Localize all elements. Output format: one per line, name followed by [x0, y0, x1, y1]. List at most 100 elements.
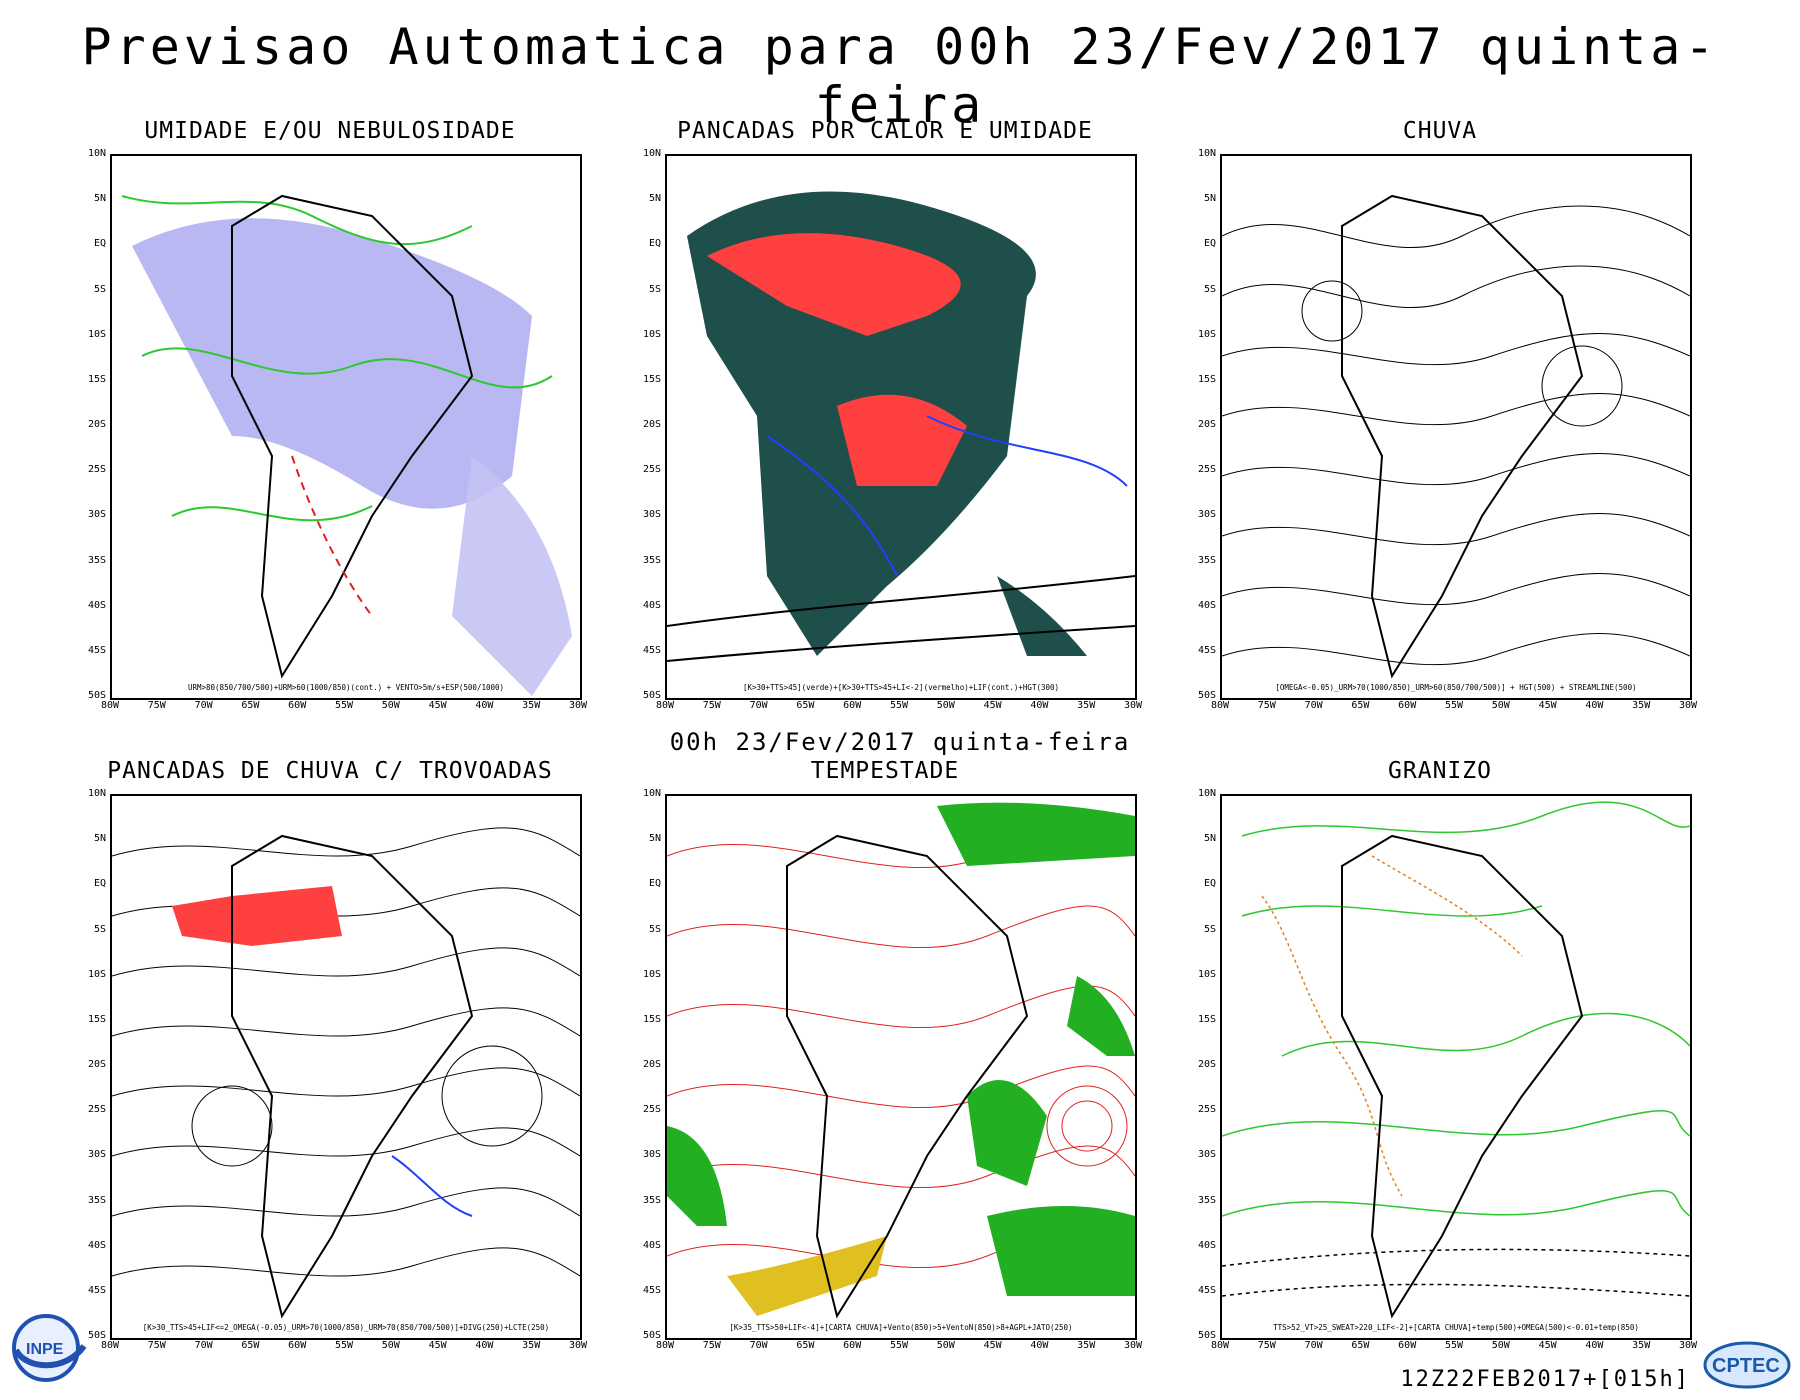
map-layers [121, 194, 572, 696]
lat-tick-label: 10S [1197, 328, 1216, 340]
lon-tick-label: 60W [288, 1340, 307, 1351]
panel-title: PANCADAS POR CALOR E UMIDADE [677, 118, 1093, 144]
lat-tick-label: 15S [642, 1013, 661, 1025]
lon-tick-label: 80W [100, 1340, 120, 1351]
lat-tick-label: 45S [642, 644, 661, 656]
lon-tick-label: 80W [1210, 1340, 1230, 1351]
lon-tick-label: 55W [334, 700, 354, 711]
lon-tick-label: 40W [1585, 1340, 1604, 1351]
lat-tick-label: 15S [87, 1013, 106, 1025]
lon-tick-label: 60W [843, 700, 862, 711]
lon-tick-label: 65W [241, 700, 260, 711]
map-caption: [K>30+TTS>45](verde)+[K>30+TTS>45+LI<-2]… [742, 683, 1060, 692]
lat-tick-label: 15S [642, 373, 661, 385]
lat-tick-label: 45S [642, 1284, 661, 1296]
lon-tick-label: 65W [796, 1340, 815, 1351]
lon-tick-label: 45W [983, 1340, 1002, 1351]
lat-tick-label: 40S [1197, 599, 1216, 611]
lon-tick-label: 50W [1491, 700, 1510, 711]
map-rain[interactable]: [OMEGA<-0.05)_URM>70(1000/850)_URM>60(85… [1220, 154, 1692, 700]
lat-tick-label: 5S [1203, 923, 1216, 935]
lat-tick-label: 40S [87, 599, 106, 611]
panel-hail: GRANIZO TTS>52_VT>25_SWEAT>220_LIF<-2]+[… [1170, 758, 1710, 1358]
lon-tick-label: 70W [749, 1340, 768, 1351]
lon-tick-label: 40W [1030, 1340, 1049, 1351]
lon-tick-label: 45W [428, 1340, 447, 1351]
lon-tick-label: 30W [1678, 1340, 1698, 1351]
lat-tick-label: 30S [1197, 509, 1216, 521]
lat-tick-label: 45S [1197, 1284, 1216, 1296]
lon-tick-label: 65W [1351, 700, 1370, 711]
lat-tick-label: 50S [87, 690, 106, 701]
lat-tick-label: EQ [648, 238, 661, 250]
main-title: Previsao Automatica para 00h 23/Fev/2017… [81, 18, 1719, 134]
lat-tick-label: 5N [648, 193, 661, 205]
panel-convective-heat: PANCADAS POR CALOR E UMIDADE [K>30+TTS>4… [615, 118, 1155, 718]
map-humidity[interactable]: URM>80(850/700/500)+URM>60(1000/850)(con… [110, 154, 582, 700]
lon-tick-label: 75W [147, 700, 166, 711]
lon-tick-label: 50W [936, 700, 955, 711]
lat-tick-label: 20S [87, 1059, 106, 1070]
lon-tick-label: 35W [1632, 700, 1651, 711]
map-thunderstorms[interactable]: [K>30_TTS>45+LIF<=2_OMEGA(-0.05)_URM>70(… [110, 794, 582, 1340]
lat-tick-label: 40S [1197, 1239, 1216, 1251]
cptec-logo-text: CPTEC [1712, 1355, 1780, 1377]
panel-title: GRANIZO [1388, 758, 1492, 784]
lon-tick-label: 30W [568, 1340, 588, 1351]
lat-tick-label: 45S [87, 644, 106, 656]
lon-tick-label: 80W [655, 1340, 675, 1351]
panel-rain: CHUVA [OMEGA<-0.05)_URM>70(1000/850)_URM… [1170, 118, 1710, 718]
lat-tick-label: 10N [1197, 148, 1216, 159]
inpe-logo-text: INPE [26, 1341, 64, 1358]
lat-tick-label: 15S [87, 373, 106, 385]
lon-tick-label: 55W [334, 1340, 354, 1351]
lon-tick-label: 40W [1585, 700, 1604, 711]
lat-tick-label: 5N [648, 833, 661, 845]
lon-tick-label: 60W [288, 700, 307, 711]
lon-tick-label: 65W [796, 700, 815, 711]
lon-tick-label: 80W [1210, 700, 1230, 711]
lon-tick-label: 70W [1304, 1340, 1323, 1351]
lat-tick-label: 40S [642, 1239, 661, 1251]
panel-title: UMIDADE E/OU NEBULOSIDADE [144, 118, 516, 144]
lat-tick-label: 35S [642, 554, 661, 566]
lat-tick-label: 5S [93, 923, 106, 935]
lat-tick-label: 10N [642, 788, 661, 799]
lon-tick-label: 30W [1123, 700, 1143, 711]
panel-title: PANCADAS DE CHUVA C/ TROVOADAS [107, 758, 553, 784]
lat-tick-label: 20S [642, 419, 661, 430]
lon-tick-label: 45W [428, 700, 447, 711]
lat-tick-label: 20S [87, 419, 106, 430]
lon-tick-label: 80W [100, 700, 120, 711]
lat-tick-label: 30S [642, 1149, 661, 1161]
lon-tick-label: 50W [381, 700, 400, 711]
lat-tick-label: 45S [1197, 644, 1216, 656]
lon-tick-label: 55W [889, 700, 909, 711]
lon-tick-label: 55W [1444, 700, 1464, 711]
lon-tick-label: 45W [1538, 1340, 1557, 1351]
lat-tick-label: 15S [1197, 1013, 1216, 1025]
lat-tick-label: 25S [1197, 464, 1216, 476]
lon-tick-label: 35W [1077, 1340, 1096, 1351]
lon-tick-label: 60W [1398, 1340, 1417, 1351]
lat-tick-label: 35S [642, 1194, 661, 1206]
lat-tick-label: 20S [1197, 419, 1216, 430]
lat-tick-label: 50S [1197, 690, 1216, 701]
lat-tick-label: 30S [642, 509, 661, 521]
panel-humidity: UMIDADE E/OU NEBULOSIDADE URM>80(850/700… [60, 118, 600, 718]
lon-tick-label: 60W [843, 1340, 862, 1351]
lon-tick-label: 60W [1398, 700, 1417, 711]
map-hail[interactable]: TTS>52_VT>25_SWEAT>220_LIF<-2]+[CARTA CH… [1220, 794, 1692, 1340]
inpe-logo: INPE [6, 1310, 94, 1386]
lat-tick-label: 35S [87, 1194, 106, 1206]
map-convective-heat[interactable]: [K>30+TTS>45](verde)+[K>30+TTS>45+LI<-2]… [665, 154, 1137, 700]
lat-tick-label: 5N [93, 833, 106, 845]
lon-tick-label: 40W [475, 1340, 494, 1351]
lon-tick-label: 75W [1257, 1340, 1276, 1351]
lon-tick-label: 65W [241, 1340, 260, 1351]
map-storm[interactable]: [K>35_TTS>50+LIF<-4]+[CARTA CHUVA]+Vento… [665, 794, 1137, 1340]
lat-tick-label: 10N [87, 788, 106, 799]
map-caption: [K>30_TTS>45+LIF<=2_OMEGA(-0.05)_URM>70(… [142, 1323, 550, 1332]
lat-tick-label: EQ [1203, 238, 1216, 250]
lon-tick-label: 50W [381, 1340, 400, 1351]
